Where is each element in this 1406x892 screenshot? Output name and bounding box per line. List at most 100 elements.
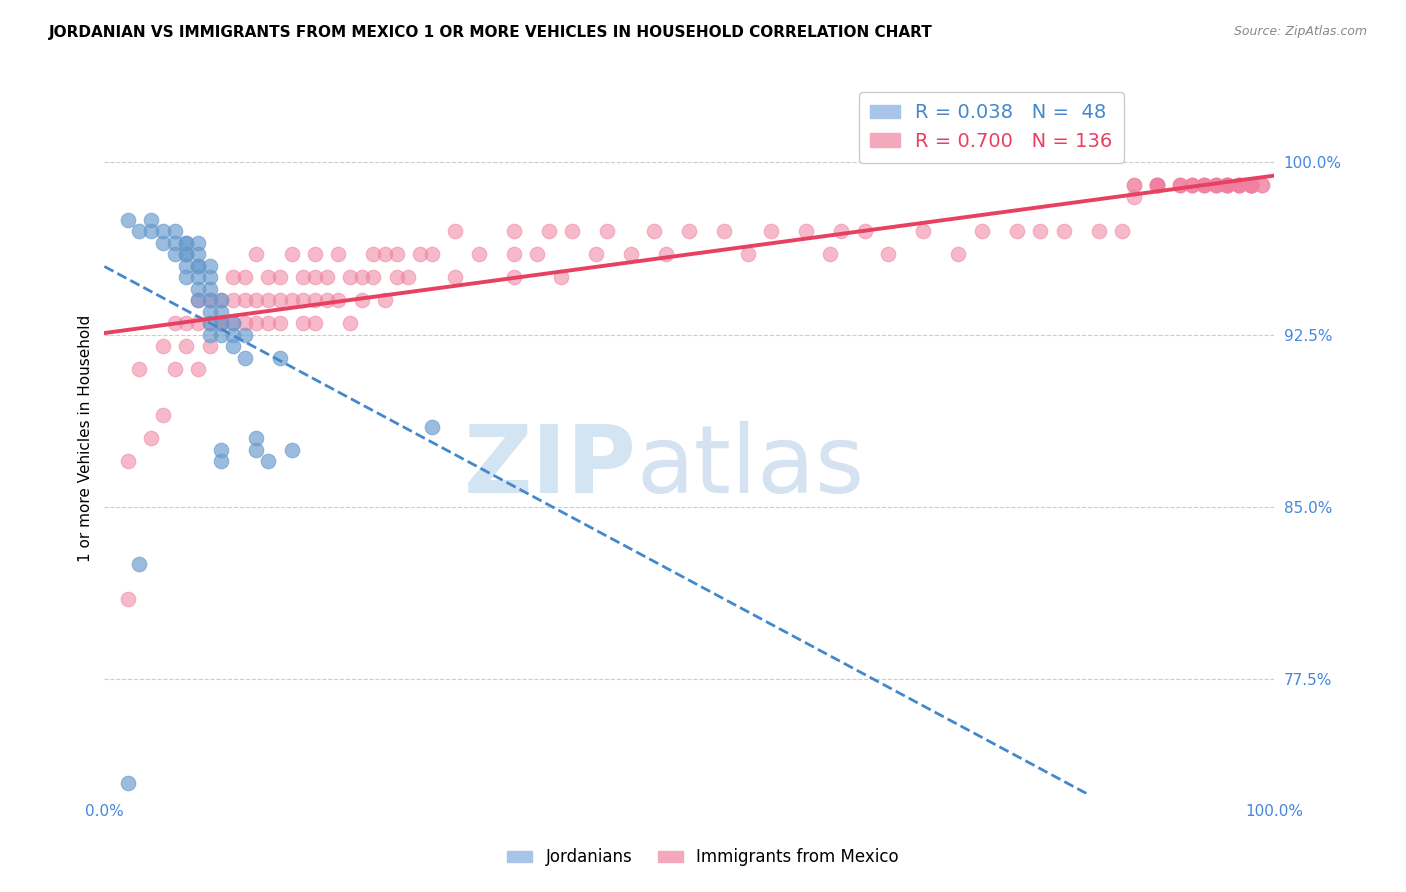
- Point: [1227, 178, 1250, 193]
- Point: [209, 316, 232, 330]
- Point: [561, 224, 583, 238]
- Point: [222, 316, 245, 330]
- Point: [198, 282, 221, 296]
- Point: [315, 293, 337, 308]
- Point: [398, 270, 420, 285]
- Point: [350, 293, 373, 308]
- Point: [152, 224, 174, 238]
- Point: [187, 282, 209, 296]
- Point: [409, 247, 432, 261]
- Point: [245, 316, 267, 330]
- Point: [1240, 178, 1263, 193]
- Point: [328, 293, 350, 308]
- Point: [1170, 178, 1192, 193]
- Point: [643, 224, 665, 238]
- Point: [292, 293, 315, 308]
- Point: [350, 270, 373, 285]
- Point: [222, 293, 245, 308]
- Point: [1216, 178, 1239, 193]
- Point: [1111, 224, 1133, 238]
- Point: [222, 316, 245, 330]
- Point: [1192, 178, 1215, 193]
- Point: [970, 224, 993, 238]
- Point: [245, 442, 267, 457]
- Point: [187, 293, 209, 308]
- Point: [163, 316, 186, 330]
- Point: [257, 454, 280, 468]
- Point: [257, 316, 280, 330]
- Point: [128, 224, 150, 238]
- Point: [174, 339, 197, 353]
- Point: [1227, 178, 1250, 193]
- Point: [1240, 178, 1263, 193]
- Point: [209, 316, 232, 330]
- Point: [818, 247, 841, 261]
- Point: [1227, 178, 1250, 193]
- Point: [198, 316, 221, 330]
- Point: [233, 327, 256, 342]
- Point: [420, 247, 443, 261]
- Point: [174, 270, 197, 285]
- Point: [363, 247, 385, 261]
- Point: [1216, 178, 1239, 193]
- Point: [187, 293, 209, 308]
- Point: [1240, 178, 1263, 193]
- Point: [198, 293, 221, 308]
- Point: [1181, 178, 1204, 193]
- Point: [363, 270, 385, 285]
- Point: [328, 247, 350, 261]
- Point: [209, 293, 232, 308]
- Point: [1146, 178, 1168, 193]
- Point: [209, 293, 232, 308]
- Point: [198, 259, 221, 273]
- Point: [315, 270, 337, 285]
- Point: [198, 327, 221, 342]
- Point: [152, 339, 174, 353]
- Point: [245, 293, 267, 308]
- Point: [222, 270, 245, 285]
- Point: [245, 247, 267, 261]
- Point: [374, 293, 396, 308]
- Point: [209, 454, 232, 468]
- Point: [174, 235, 197, 250]
- Point: [304, 293, 326, 308]
- Point: [678, 224, 700, 238]
- Point: [585, 247, 607, 261]
- Point: [1240, 178, 1263, 193]
- Point: [374, 247, 396, 261]
- Point: [1146, 178, 1168, 193]
- Point: [1122, 190, 1144, 204]
- Point: [141, 224, 163, 238]
- Point: [128, 558, 150, 572]
- Point: [948, 247, 970, 261]
- Point: [187, 235, 209, 250]
- Point: [187, 247, 209, 261]
- Point: [1170, 178, 1192, 193]
- Point: [187, 259, 209, 273]
- Point: [1087, 224, 1109, 238]
- Point: [163, 362, 186, 376]
- Point: [1216, 178, 1239, 193]
- Text: JORDANIAN VS IMMIGRANTS FROM MEXICO 1 OR MORE VEHICLES IN HOUSEHOLD CORRELATION : JORDANIAN VS IMMIGRANTS FROM MEXICO 1 OR…: [49, 25, 934, 40]
- Point: [1205, 178, 1227, 193]
- Point: [198, 293, 221, 308]
- Text: ZIP: ZIP: [464, 421, 637, 513]
- Point: [292, 316, 315, 330]
- Point: [117, 212, 139, 227]
- Point: [304, 270, 326, 285]
- Point: [257, 270, 280, 285]
- Point: [877, 247, 900, 261]
- Point: [222, 339, 245, 353]
- Point: [620, 247, 643, 261]
- Point: [280, 247, 302, 261]
- Point: [187, 259, 209, 273]
- Point: [1170, 178, 1192, 193]
- Point: [759, 224, 782, 238]
- Point: [1240, 178, 1263, 193]
- Point: [1005, 224, 1028, 238]
- Point: [502, 247, 524, 261]
- Point: [1240, 178, 1263, 193]
- Point: [596, 224, 619, 238]
- Point: [233, 316, 256, 330]
- Point: [1192, 178, 1215, 193]
